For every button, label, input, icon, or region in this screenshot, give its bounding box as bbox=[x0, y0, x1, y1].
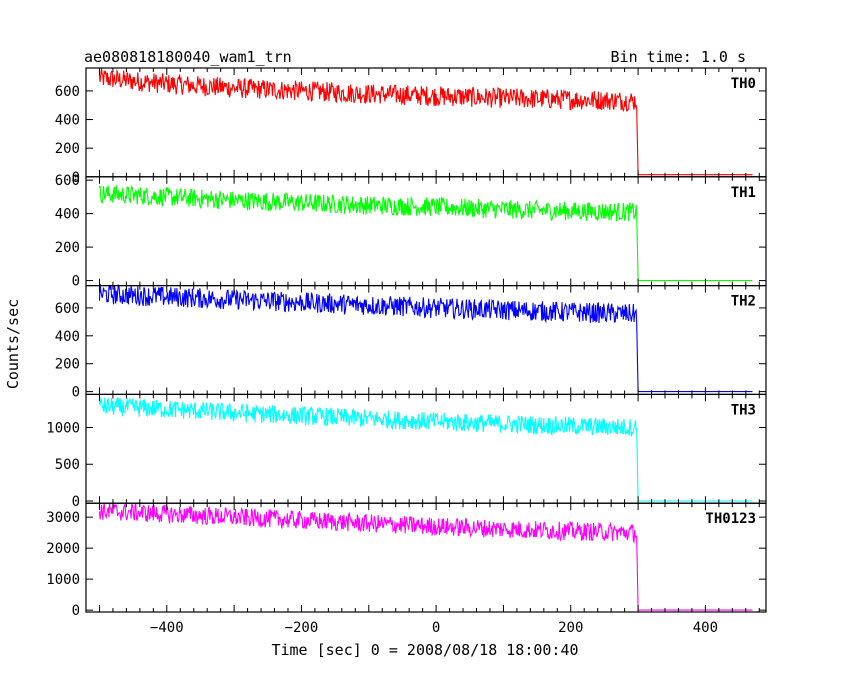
y-axis-label: Counts/sec bbox=[4, 299, 22, 389]
panels-group: 0 200 400 600 TH0 0 200 400 600 TH1 0 200 400 600 TH2 0… bbox=[46, 67, 767, 636]
y-tick-label: 500 bbox=[55, 457, 80, 473]
y-tick-label: 2000 bbox=[46, 541, 80, 557]
panel-label-th0: TH0 bbox=[731, 76, 756, 92]
series-line-th0123 bbox=[98, 502, 753, 611]
series-line-th1 bbox=[98, 184, 753, 282]
series-line-th0 bbox=[98, 68, 753, 176]
y-tick-label: 0 bbox=[72, 603, 80, 619]
y-tick-label: 3000 bbox=[46, 510, 80, 526]
panel-frame-th1 bbox=[85, 176, 767, 287]
panel-label-th3: TH3 bbox=[731, 402, 756, 418]
y-tick-label: 600 bbox=[55, 84, 80, 100]
x-tick-label: 400 bbox=[693, 620, 718, 636]
y-tick-label: 1000 bbox=[46, 420, 80, 436]
panel-label-th2: TH2 bbox=[731, 294, 756, 310]
y-tick-label: 600 bbox=[55, 301, 80, 317]
x-tick-label: −400 bbox=[150, 620, 184, 636]
y-tick-label: 1000 bbox=[46, 572, 80, 588]
bin-time-label: Bin time: 1.0 s bbox=[611, 48, 746, 66]
y-tick-label: 400 bbox=[55, 207, 80, 223]
y-tick-label: 0 bbox=[72, 385, 80, 401]
y-tick-label: 400 bbox=[55, 329, 80, 345]
y-tick-label: 200 bbox=[55, 141, 80, 157]
y-tick-label: 600 bbox=[55, 173, 80, 189]
series-line-th3 bbox=[98, 396, 753, 502]
x-axis-label: Time [sec] 0 = 2008/08/18 18:00:40 bbox=[271, 641, 578, 659]
panel-label-th0123: TH0123 bbox=[705, 511, 756, 527]
series-line-th2 bbox=[98, 283, 753, 393]
y-tick-label: 200 bbox=[55, 357, 80, 373]
x-tick-label: −200 bbox=[285, 620, 319, 636]
panel-frame-th0123 bbox=[85, 502, 767, 613]
y-tick-label: 400 bbox=[55, 113, 80, 129]
x-tick-label: 200 bbox=[558, 620, 583, 636]
y-tick-label: 0 bbox=[72, 494, 80, 510]
y-tick-label: 0 bbox=[72, 170, 80, 186]
x-tick-label: 0 bbox=[432, 620, 440, 636]
y-tick-label: 0 bbox=[72, 274, 80, 290]
panel-label-th1: TH1 bbox=[731, 185, 756, 201]
y-tick-label: 200 bbox=[55, 240, 80, 256]
chart-title: ae080818180040_wam1_trn bbox=[84, 48, 292, 66]
